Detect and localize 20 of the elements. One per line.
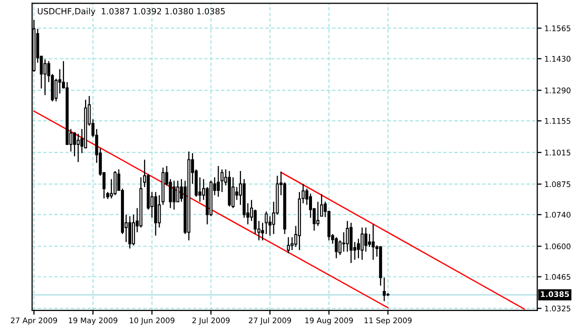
candlestick [114,170,117,196]
candlestick [360,226,364,260]
candlestick [76,133,80,163]
candlestick [364,226,368,252]
candlestick [316,201,320,226]
candlestick [176,180,180,202]
candlestick [342,232,346,252]
candlestick [128,216,132,250]
candlestick [334,236,338,259]
candlestick [220,168,224,193]
candlestick [172,180,176,210]
candlestick [286,236,290,254]
candlestick [368,233,372,248]
text: USDCHF,Daily 1.0387 1.0392 1.0380 1.0385 [38,8,225,16]
candlestick [346,220,349,252]
candlestick [372,224,375,260]
candlestick [264,210,268,235]
candlestick [350,222,353,264]
candlestick [44,58,47,96]
candlestick [216,165,220,198]
